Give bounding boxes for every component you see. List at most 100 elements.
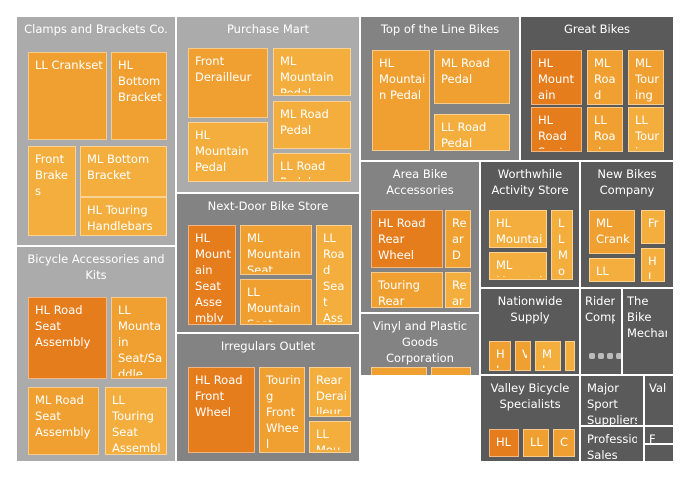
treemap-tile-ll-mountain[interactable]: LL Mountain [309,421,351,453]
treemap-tile-ll[interactable]: LL [589,258,635,282]
treemap-group-bicycle-accessories-and-kits[interactable]: Bicycle Accessories and Kits HL Road Seat… [16,246,176,462]
treemap-tile-ll-mountain-seat-saddle[interactable]: LL Mountain Seat/Saddle [111,297,167,379]
treemap-group-purchase-mart[interactable]: Purchase Mart Front Derailleur ML Mountain… [176,16,360,193]
treemap-tile-ll-road-pedal[interactable]: LL Road Pedal [434,114,510,151]
treemap-tile-fr[interactable]: Fr [641,210,665,244]
treemap-group-worthwhile-activity-store[interactable]: Worthwhile Activity Store HL Mountain LL M… [480,161,580,288]
tile-label: V [522,346,527,368]
tile-label: LL Road Pedal [441,120,487,148]
treemap-tile-ll-touring[interactable]: LL Touring [628,107,664,152]
treemap-tile-hl-mountain-seat[interactable]: HL Mountain Seat [531,50,582,105]
treemap-tile-hl[interactable]: HL [489,341,511,371]
group-title: The Bike Mechanics [627,294,667,340]
tile-label: Front Derailleur [378,372,423,375]
treemap-tile-hl-bottom-bracket[interactable]: HL Bottom Bracket [111,52,167,140]
tile-label: Front Brakes [35,152,68,198]
treemap-tile-rear-pedal[interactable]: Rear Pedal [445,272,471,308]
treemap-tile-hl-mountain[interactable]: HL Mountain [489,210,547,248]
treemap-tile-front-derailleur[interactable]: Front Derailleur [371,367,427,375]
tile-label: HL Mountain Pedal [379,56,426,102]
treemap-tile-touring-pedal[interactable]: Touring Pedal [431,367,471,375]
treemap-tile-hl-mountain-pedal[interactable]: HL Mountain Pedal [372,50,430,151]
treemap-tile-hl-road-seat-assembly[interactable]: HL Road Seat Assembly [28,297,107,379]
treemap-tile-ml[interactable]: ML [535,341,561,371]
tile-label: ML Mountain [496,258,542,277]
treemap-group-area-bike-accessories[interactable]: Area Bike Accessories HL Road Rear Wheel R… [360,161,480,313]
group-title: Valley Bicycle Specialists [490,381,570,411]
treemap-tile-ml-bottom-bracket[interactable]: ML Bottom Bracket [80,146,167,197]
treemap-tile-ll-road[interactable]: LL Road [587,107,623,152]
tile-label: LL Mountain [316,427,341,450]
tile-label: HL Touring Handlebars [87,203,153,233]
treemap-tile-hl[interactable]: HL [641,248,665,282]
treemap-tile-ll-mountain-seat[interactable]: LL Mountain Seat [240,279,312,325]
treemap-tile-ll-touring-seat-assembly[interactable]: LL Touring Seat Assembly [105,387,167,455]
tile-label: Rear Derailleur [452,216,467,265]
treemap-group-valley-bicycle-specialists[interactable]: Valley Bicycle Specialists HL LL C [480,375,580,462]
treemap-tile-ml-mountain[interactable]: ML Mountain [489,252,547,280]
tile-label: LL Mountain Seat [247,285,301,322]
treemap-tile-hl-mountain-pedal[interactable]: HL Mountain Pedal [188,122,268,182]
treemap-tile-ll-crankset[interactable]: LL Crankset [28,52,107,140]
treemap-group-the-bike-mechanics[interactable]: The Bike Mechanics [622,288,674,375]
group-title: Clamps and Brackets Co. [24,22,168,36]
treemap-group-new-bikes-company[interactable]: New Bikes Company ML Cranks Fr LL HL [580,161,674,288]
tile-label: ML Mountain Seat [247,231,301,272]
treemap-tile-ml-road-pedal[interactable]: ML Road Pedal [273,101,351,149]
tile-label: Rear Pedal [452,278,467,305]
tile-label: LL Road Seat Assembly [323,231,345,322]
tile-label: HL [648,254,657,279]
treemap-group-vinyl-and-plastic-goods-corporation[interactable]: Vinyl and Plastic Goods Corporation Front… [360,313,480,376]
tile-label: HL Mountain Seat Assembly [195,231,232,322]
tile-label: LL Road Pedal [280,159,326,179]
treemap-tile-ml-cranks[interactable]: ML Cranks [589,210,635,254]
treemap-tile-ml-road[interactable]: ML Road [587,50,623,105]
treemap-group-great-bikes[interactable]: Great Bikes HL Mountain Seat ML Road ML Tou… [520,16,674,161]
treemap-group-major-sport-suppliers[interactable]: Major Sport Suppliers [580,375,644,426]
tile-label: HL [496,435,512,449]
treemap-tile-front-derailleur[interactable]: Front Derailleur [188,48,268,118]
treemap-tile-hl-touring-handlebars[interactable]: HL Touring Handlebars [80,197,167,236]
treemap-tile-hl[interactable]: HL [489,429,519,457]
treemap-group-f[interactable]: F [644,426,674,444]
treemap-tile-ml-mountain-pedal[interactable]: ML Mountain Pedal [273,48,351,96]
treemap-tile-touring-rear[interactable]: Touring Rear [371,272,443,308]
treemap-group-next-door-bike-store[interactable]: Next-Door Bike Store HL Mountain Seat Ass… [176,193,360,333]
treemap-group-professional-sales[interactable]: Professional Sales [580,426,644,462]
treemap-group-nationwide-supply[interactable]: Nationwide Supply HL V ML To [480,288,580,375]
treemap-tile-ml-road-seat-assembly[interactable]: ML Road Seat Assembly [28,387,99,455]
treemap-tile-ll-road-pedal[interactable]: LL Road Pedal [273,153,351,182]
tile-label: C [560,435,569,449]
tile-label: Fr [648,216,659,230]
treemap-tile-front-brakes[interactable]: Front Brakes [28,146,76,236]
treemap-tile-v[interactable]: V [515,341,531,371]
treemap-group-vale[interactable]: Vale [644,375,674,426]
treemap-tile-ll[interactable]: LL [523,429,549,457]
group-title: Irregulars Outlet [220,339,316,353]
treemap-tile-touring-front-wheel[interactable]: Touring Front Wheel [259,367,305,453]
treemap-tile-ml-road-pedal[interactable]: ML Road Pedal [434,50,510,104]
treemap-tile-rear-derailleur[interactable]: Rear Derailleur [445,210,471,268]
treemap-tile-hl-road-seat[interactable]: HL Road Seat [531,107,582,152]
treemap-tile-ll-mountain[interactable]: LL Mountain [551,210,573,280]
treemap-tile-c[interactable]: C [553,429,575,457]
treemap-group-blank[interactable] [644,444,674,462]
group-title: Purchase Mart [226,22,310,36]
treemap-tile-to[interactable]: To [565,341,575,371]
treemap-group-riders-company[interactable]: Riders Company [580,288,622,375]
treemap-tile-rear-derailleur[interactable]: Rear Derailleur [309,367,351,417]
treemap-tile-ml-touring[interactable]: ML Touring [628,50,664,105]
tile-label: ML Bottom Bracket [87,152,150,182]
treemap-group-irregulars-outlet[interactable]: Irregulars Outlet HL Road Front Wheel Tour… [176,333,360,462]
group-title: Professional Sales [587,432,637,462]
treemap-tile-hl-mountain-seat-assembly[interactable]: HL Mountain Seat Assembly [188,225,236,325]
treemap-tile-hl-road-front-wheel[interactable]: HL Road Front Wheel [188,367,255,453]
treemap-group-top-of-the-line-bikes[interactable]: Top of the Line Bikes HL Mountain Pedal ML… [360,16,520,161]
treemap-tile-ll-road-seat-assembly[interactable]: LL Road Seat Assembly [316,225,352,325]
treemap-tile-ml-mountain-seat[interactable]: ML Mountain Seat [240,225,312,275]
treemap-tile-hl-road-rear-wheel[interactable]: HL Road Rear Wheel [371,210,443,268]
tile-label: LL Mountain Seat/Saddle [118,303,163,376]
tile-label: LL Touring Seat Assembly [112,393,161,452]
tile-label: ML Touring [635,56,660,102]
treemap-group-clamps-and-brackets-co[interactable]: Clamps and Brackets Co. LL Crankset HL Bot… [16,16,176,246]
